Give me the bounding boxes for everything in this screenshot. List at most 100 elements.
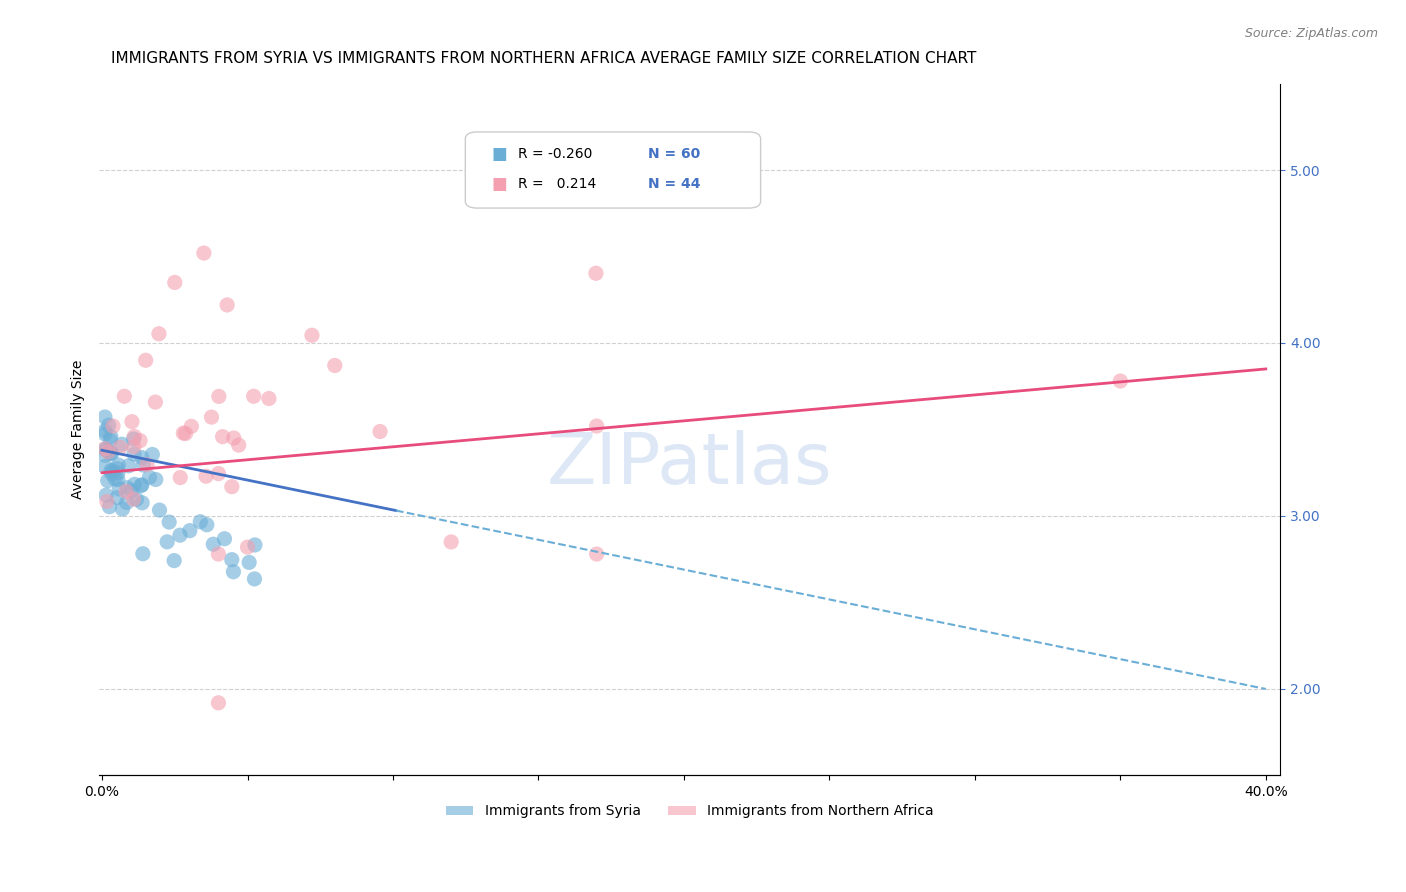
Immigrants from Northern Africa — [257, 392, 280, 406]
Immigrants from Northern Africa — [124, 429, 146, 443]
Immigrants from Syria — [117, 458, 139, 473]
Immigrants from Northern Africa — [193, 246, 215, 260]
Immigrants from Syria — [243, 538, 266, 552]
Immigrants from Syria — [105, 491, 128, 505]
Immigrants from Northern Africa — [115, 484, 138, 499]
Immigrants from Northern Africa — [195, 469, 218, 483]
Immigrants from Syria — [117, 481, 139, 495]
Immigrants from Syria — [111, 437, 134, 451]
Immigrants from Syria — [94, 409, 117, 424]
Immigrants from Syria — [122, 447, 145, 461]
Immigrants from Syria — [94, 442, 117, 457]
Immigrants from Syria — [94, 449, 117, 463]
Immigrants from Northern Africa — [208, 389, 231, 403]
Text: N = 60: N = 60 — [648, 147, 700, 161]
Immigrants from Syria — [202, 537, 225, 551]
Immigrants from Northern Africa — [121, 415, 143, 429]
Immigrants from Syria — [115, 495, 138, 509]
Immigrants from Northern Africa — [236, 540, 259, 554]
Immigrants from Syria — [96, 442, 118, 457]
Immigrants from Syria — [105, 461, 128, 475]
Immigrants from Northern Africa — [585, 547, 607, 561]
Immigrants from Syria — [107, 458, 129, 472]
Immigrants from Syria — [101, 464, 124, 478]
Immigrants from Syria — [107, 466, 129, 480]
Text: N = 44: N = 44 — [648, 177, 702, 191]
Immigrants from Northern Africa — [221, 480, 243, 494]
Immigrants from Syria — [98, 500, 121, 514]
Immigrants from Northern Africa — [323, 359, 346, 373]
Immigrants from Syria — [94, 426, 117, 441]
Immigrants from Syria — [131, 478, 153, 492]
Immigrants from Syria — [195, 517, 218, 532]
Immigrants from Northern Africa — [135, 353, 157, 368]
Immigrants from Syria — [243, 572, 266, 586]
Immigrants from Northern Africa — [440, 535, 463, 549]
Y-axis label: Average Family Size: Average Family Size — [72, 359, 86, 500]
Immigrants from Northern Africa — [1109, 374, 1132, 388]
Immigrants from Syria — [108, 482, 131, 496]
Immigrants from Syria — [94, 459, 117, 474]
Immigrants from Syria — [238, 555, 260, 569]
Immigrants from Northern Africa — [169, 470, 191, 484]
Legend: Immigrants from Syria, Immigrants from Northern Africa: Immigrants from Syria, Immigrants from N… — [440, 798, 939, 824]
Immigrants from Syria — [122, 432, 145, 446]
Immigrants from Syria — [100, 467, 122, 481]
Immigrants from Northern Africa — [368, 425, 391, 439]
Immigrants from Syria — [100, 430, 122, 444]
Immigrants from Syria — [94, 488, 117, 502]
Immigrants from Syria — [94, 424, 117, 438]
Immigrants from Northern Africa — [129, 434, 152, 448]
Immigrants from Northern Africa — [145, 395, 167, 409]
Immigrants from Syria — [97, 474, 120, 488]
Immigrants from Syria — [188, 515, 211, 529]
Immigrants from Northern Africa — [110, 441, 132, 455]
Immigrants from Northern Africa — [94, 442, 117, 456]
Immigrants from Northern Africa — [172, 426, 194, 441]
Text: ■: ■ — [491, 145, 508, 163]
Immigrants from Northern Africa — [228, 438, 250, 452]
Immigrants from Syria — [97, 418, 120, 433]
Immigrants from Syria — [157, 515, 180, 529]
Immigrants from Syria — [222, 565, 245, 579]
Immigrants from Syria — [179, 524, 201, 538]
Immigrants from Syria — [124, 477, 146, 491]
Immigrants from Northern Africa — [180, 419, 202, 434]
Text: ZIPatlas: ZIPatlas — [547, 430, 832, 499]
Immigrants from Syria — [98, 433, 121, 447]
Immigrants from Northern Africa — [242, 389, 264, 403]
Immigrants from Syria — [107, 473, 129, 487]
Text: R =   0.214: R = 0.214 — [519, 177, 596, 191]
Immigrants from Northern Africa — [96, 494, 118, 508]
Immigrants from Syria — [132, 547, 155, 561]
Text: IMMIGRANTS FROM SYRIA VS IMMIGRANTS FROM NORTHERN AFRICA AVERAGE FAMILY SIZE COR: IMMIGRANTS FROM SYRIA VS IMMIGRANTS FROM… — [111, 51, 976, 66]
Immigrants from Syria — [125, 492, 148, 507]
Immigrants from Syria — [169, 528, 191, 542]
Text: ■: ■ — [491, 175, 508, 193]
Immigrants from Syria — [100, 446, 122, 460]
Immigrants from Northern Africa — [301, 328, 323, 343]
Immigrants from Northern Africa — [122, 440, 145, 454]
Immigrants from Syria — [111, 502, 134, 516]
Immigrants from Northern Africa — [174, 426, 197, 441]
Immigrants from Syria — [100, 464, 122, 478]
Immigrants from Syria — [156, 534, 179, 549]
Immigrants from Syria — [148, 503, 170, 517]
Immigrants from Syria — [132, 458, 155, 472]
Immigrants from Syria — [98, 445, 121, 459]
Immigrants from Syria — [104, 472, 127, 486]
FancyBboxPatch shape — [465, 132, 761, 208]
Immigrants from Syria — [129, 478, 152, 492]
Immigrants from Northern Africa — [585, 266, 607, 280]
Immigrants from Northern Africa — [148, 326, 170, 341]
Text: R = -0.260: R = -0.260 — [519, 147, 593, 161]
Immigrants from Syria — [100, 446, 122, 460]
Immigrants from Syria — [138, 470, 160, 484]
Immigrants from Northern Africa — [217, 298, 239, 312]
Immigrants from Syria — [163, 553, 186, 567]
Immigrants from Syria — [145, 473, 167, 487]
Immigrants from Northern Africa — [97, 445, 120, 459]
Immigrants from Northern Africa — [585, 419, 607, 434]
Immigrants from Northern Africa — [122, 492, 145, 507]
Immigrants from Northern Africa — [222, 431, 245, 445]
